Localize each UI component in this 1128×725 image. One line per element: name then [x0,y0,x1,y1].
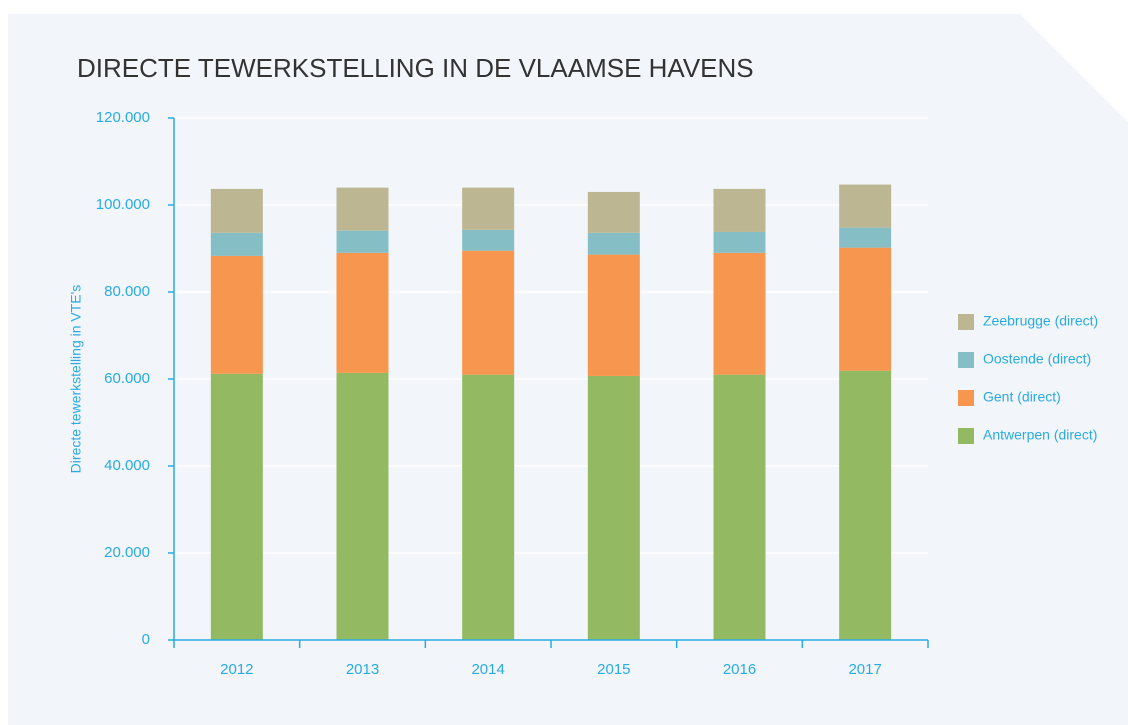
chart-title: DIRECTE TEWERKSTELLING IN DE VLAAMSE HAV… [77,53,754,83]
legend-swatch [958,390,974,406]
x-tick-label: 2017 [848,661,881,678]
y-tick-label: 60.000 [104,370,150,387]
bar-segment [210,232,263,256]
x-tick-label: 2012 [220,661,253,678]
y-axis-label: Directe tewerkstelling in VTE's [68,285,84,474]
bar-segment [713,374,766,640]
bar-segment [839,370,892,640]
y-tick-label: 20.000 [104,544,150,561]
bar-segment [462,250,515,375]
bar-segment [336,230,389,253]
legend-swatch [958,314,974,330]
bar-segment [336,372,389,640]
bar-segment [210,255,263,374]
bar-segment [839,184,892,228]
bar-segment [713,231,766,253]
bar-segment [713,188,766,232]
bar-segment [336,252,389,373]
bar-segment [839,227,892,248]
legend-swatch [958,428,974,444]
y-tick-label: 120.000 [96,109,150,126]
legend-label: Antwerpen (direct) [983,427,1097,443]
bar-segment [210,188,263,233]
x-tick-label: 2014 [471,661,504,678]
bar-segment [587,232,640,255]
bar-segment [462,187,515,230]
y-tick-label: 100.000 [96,196,150,213]
bar-segment [336,187,389,231]
x-tick-label: 2016 [723,661,756,678]
background [8,14,1128,725]
bar-segment [839,247,892,371]
bar-segment [462,374,515,640]
bar-segment [462,229,515,251]
y-tick-label: 40.000 [104,457,150,474]
x-tick-label: 2013 [346,661,379,678]
legend-swatch [958,352,974,368]
bar-segment [587,254,640,376]
bar-segment [587,191,640,233]
bar-segment [210,373,263,640]
y-tick-label: 80.000 [104,283,150,300]
y-tick-label: 0 [142,631,150,648]
legend-label: Oostende (direct) [983,351,1091,367]
legend-label: Zeebrugge (direct) [983,313,1098,329]
x-tick-label: 2015 [597,661,630,678]
bar-segment [587,375,640,640]
legend-label: Gent (direct) [983,389,1061,405]
bar-segment [713,252,766,375]
